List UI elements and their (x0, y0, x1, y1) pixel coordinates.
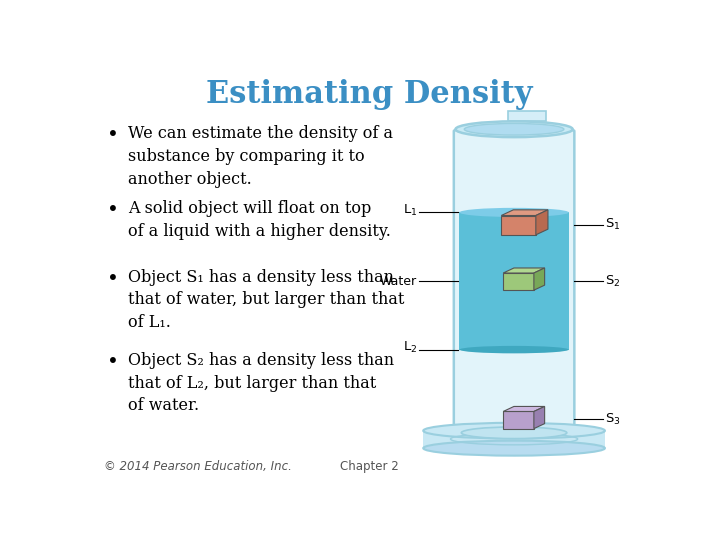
Text: A solid object will float on top
of a liquid with a higher density.: A solid object will float on top of a li… (128, 200, 391, 240)
Ellipse shape (423, 441, 605, 456)
FancyBboxPatch shape (503, 273, 534, 290)
Polygon shape (534, 268, 544, 290)
Text: Chapter 2: Chapter 2 (340, 460, 398, 473)
Text: Estimating Density: Estimating Density (206, 79, 532, 110)
Text: Object S₁ has a density less than
that of water, but larger than that
of L₁.: Object S₁ has a density less than that o… (128, 268, 405, 331)
Polygon shape (536, 210, 548, 235)
Ellipse shape (459, 208, 569, 217)
FancyBboxPatch shape (501, 215, 536, 235)
Text: Water: Water (379, 274, 416, 287)
Ellipse shape (464, 124, 564, 135)
Polygon shape (534, 407, 544, 429)
Ellipse shape (423, 423, 605, 438)
Text: •: • (107, 268, 119, 287)
Ellipse shape (462, 427, 567, 438)
Ellipse shape (456, 122, 572, 137)
Polygon shape (503, 268, 544, 273)
Text: L$_2$: L$_2$ (403, 340, 418, 355)
Ellipse shape (459, 346, 569, 353)
Text: We can estimate the density of a
substance by comparing it to
another object.: We can estimate the density of a substan… (128, 125, 393, 188)
Bar (459, 212, 569, 349)
Text: S$_3$: S$_3$ (605, 412, 621, 427)
Text: •: • (107, 352, 119, 370)
FancyBboxPatch shape (454, 130, 575, 436)
Polygon shape (501, 210, 548, 215)
Bar (423, 431, 605, 448)
Text: •: • (107, 200, 119, 219)
Text: © 2014 Pearson Education, Inc.: © 2014 Pearson Education, Inc. (104, 460, 292, 473)
FancyBboxPatch shape (503, 411, 534, 429)
Text: •: • (107, 125, 119, 144)
Polygon shape (508, 111, 546, 121)
Text: S$_2$: S$_2$ (605, 273, 621, 288)
Polygon shape (503, 407, 544, 411)
Text: Object S₂ has a density less than
that of L₂, but larger than that
of water.: Object S₂ has a density less than that o… (128, 352, 394, 414)
Text: L$_1$: L$_1$ (403, 203, 418, 218)
Text: S$_1$: S$_1$ (605, 217, 621, 232)
